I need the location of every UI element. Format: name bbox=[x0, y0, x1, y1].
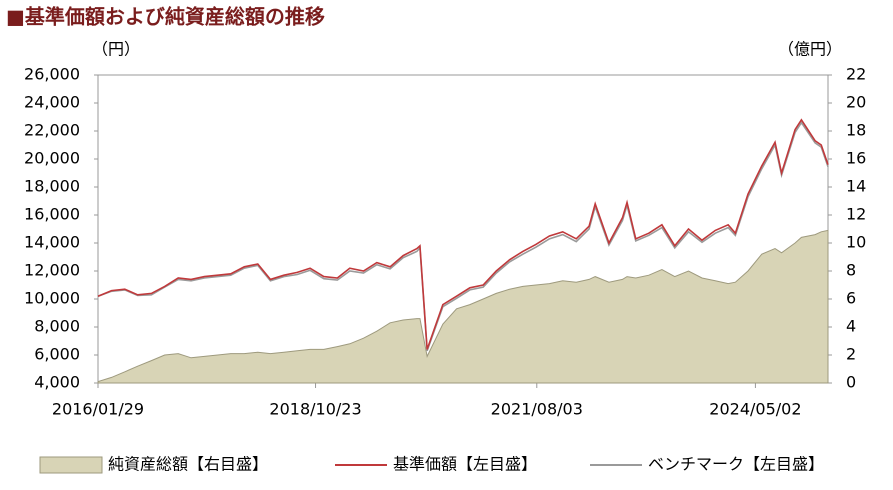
line bbox=[97, 118, 829, 350]
chart-title: ■基準価額および純資産総額の推移 bbox=[6, 5, 325, 29]
x-tick-label: 2021/08/03 bbox=[491, 400, 583, 419]
y2-tick-label: 20 bbox=[846, 93, 866, 112]
x-tick-label: 2016/01/29 bbox=[52, 400, 144, 419]
y-tick-label: 8,000 bbox=[34, 317, 80, 336]
y2-tick-label: 22 bbox=[846, 65, 866, 84]
y-tick-label: 18,000 bbox=[24, 177, 80, 196]
line bbox=[97, 121, 829, 352]
y-axis-label: （円） bbox=[92, 40, 140, 59]
legend-label: 純資産総額【右目盛】 bbox=[108, 455, 268, 474]
y2-axis-label: （億円） bbox=[778, 40, 842, 59]
y2-tick-label: 12 bbox=[846, 205, 866, 224]
y-tick-label: 14,000 bbox=[24, 233, 80, 252]
x-tick-label: 2024/05/02 bbox=[709, 400, 801, 419]
y2-tick-label: 8 bbox=[846, 261, 856, 280]
y2-tick-label: 10 bbox=[846, 233, 866, 252]
y-tick-label: 20,000 bbox=[24, 149, 80, 168]
legend-swatch bbox=[39, 456, 103, 474]
y-tick-label: 10,000 bbox=[24, 289, 80, 308]
y2-tick-label: 6 bbox=[846, 289, 856, 308]
x-tick-label: 2018/10/23 bbox=[269, 400, 361, 419]
area bbox=[97, 229, 829, 384]
y2-tick-label: 14 bbox=[846, 177, 866, 196]
y2-tick-label: 4 bbox=[846, 317, 856, 336]
legend-label: 基準価額【左目盛】 bbox=[393, 455, 537, 474]
y-tick-label: 4,000 bbox=[34, 373, 80, 392]
y-tick-label: 26,000 bbox=[24, 65, 80, 84]
y-tick-label: 16,000 bbox=[24, 205, 80, 224]
y2-tick-label: 16 bbox=[846, 149, 866, 168]
y-tick-label: 22,000 bbox=[24, 121, 80, 140]
y-tick-label: 24,000 bbox=[24, 93, 80, 112]
y2-tick-label: 2 bbox=[846, 345, 856, 364]
y2-tick-label: 0 bbox=[846, 373, 856, 392]
legend-label: ベンチマーク【左目盛】 bbox=[648, 455, 824, 474]
y-tick-label: 12,000 bbox=[24, 261, 80, 280]
y2-tick-label: 18 bbox=[846, 121, 866, 140]
y-tick-label: 6,000 bbox=[34, 345, 80, 364]
